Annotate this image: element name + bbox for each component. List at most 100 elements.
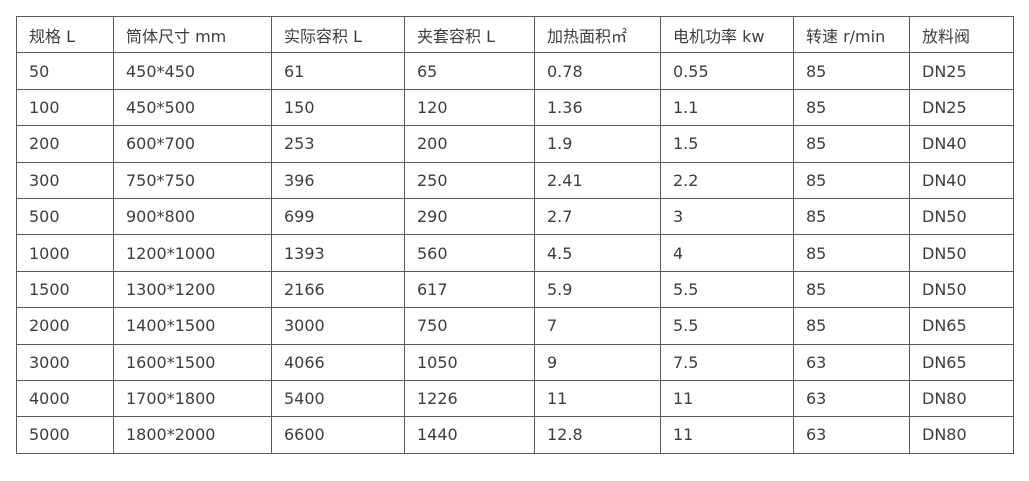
header-cell: 转速 r/min [793,15,910,54]
table-cell: 0.78 [534,52,661,90]
table-cell: 12.8 [534,416,661,454]
table-cell: 560 [404,234,535,272]
table-cell: 1300*1200 [113,270,272,309]
table-row: 50 450*450 61 65 0.78 0.55 85 DN25 [16,52,1014,90]
table-cell: DN25 [909,52,1014,90]
header-row: 规格 L 筒体尺寸 mm 实际容积 L 夹套容积 L 加热面积㎡ 电机功率 kw 转速 r/… [16,15,1014,54]
table-cell: 5000 [16,416,114,454]
table-cell: 1.9 [534,125,661,163]
table-row: 5000 1800*2000 6600 1440 12.8 11 63 DN80 [16,416,1014,454]
table-cell: 500 [16,197,114,236]
table-cell: 6600 [271,416,405,454]
table-cell: 1000 [16,234,114,272]
table-cell: 63 [793,379,910,418]
table-cell: 1.5 [660,125,794,163]
table-cell: 396 [271,161,405,199]
table-cell: 4.5 [534,234,661,272]
table-cell: 11 [660,379,794,418]
table-cell: DN65 [909,307,1014,345]
table-cell: 1800*2000 [113,416,272,454]
header-cell: 加热面积㎡ [534,15,661,54]
table-cell: 63 [793,343,910,381]
table-cell: DN40 [909,161,1014,199]
table-row: 500 900*800 699 290 2.7 3 85 DN50 [16,197,1014,236]
table-cell: 9 [534,343,661,381]
table-cell: DN65 [909,343,1014,381]
table-cell: 11 [534,379,661,418]
table-cell: 63 [793,416,910,454]
table-cell: 290 [404,197,535,236]
table-cell: 100 [16,88,114,127]
table-cell: 1700*1800 [113,379,272,418]
table-cell: DN50 [909,197,1014,236]
table-cell: 5.5 [660,270,794,309]
table-cell: 200 [16,125,114,163]
table-cell: 3000 [16,343,114,381]
table-cell: 85 [793,125,910,163]
table-row: 4000 1700*1800 5400 1226 11 11 63 DN80 [16,379,1014,418]
table-cell: 120 [404,88,535,127]
table-cell: 699 [271,197,405,236]
table-cell: 200 [404,125,535,163]
table-cell: DN50 [909,234,1014,272]
table-cell: 85 [793,197,910,236]
table-cell: 1.1 [660,88,794,127]
table-cell: 2000 [16,307,114,345]
table-cell: 5400 [271,379,405,418]
table-cell: 61 [271,52,405,90]
table-row: 1500 1300*1200 2166 617 5.9 5.5 85 DN50 [16,270,1014,309]
header-cell: 电机功率 kw [660,15,794,54]
table-cell: 1400*1500 [113,307,272,345]
table-cell: 5.5 [660,307,794,345]
header-cell: 规格 L [16,15,114,54]
header-cell: 放料阀 [909,15,1014,54]
table-cell: 2.7 [534,197,661,236]
header-cell: 夹套容积 L [404,15,535,54]
table-cell: 300 [16,161,114,199]
table-cell: 0.55 [660,52,794,90]
table-row: 200 600*700 253 200 1.9 1.5 85 DN40 [16,125,1014,163]
spec-table: 规格 L 筒体尺寸 mm 实际容积 L 夹套容积 L 加热面积㎡ 电机功率 kw 转速 r/… [16,15,1014,454]
table-cell: 7 [534,307,661,345]
table-cell: 617 [404,270,535,309]
table-cell: 4066 [271,343,405,381]
table-cell: 85 [793,161,910,199]
table-cell: 150 [271,88,405,127]
table-cell: 85 [793,52,910,90]
table-cell: 5.9 [534,270,661,309]
table-cell: 900*800 [113,197,272,236]
table-row: 100 450*500 150 120 1.36 1.1 85 DN25 [16,88,1014,127]
table-cell: 600*700 [113,125,272,163]
table-cell: 2.41 [534,161,661,199]
table-cell: 1440 [404,416,535,454]
table-row: 1000 1200*1000 1393 560 4.5 4 85 DN50 [16,234,1014,272]
table-cell: 250 [404,161,535,199]
table-cell: 450*450 [113,52,272,90]
table-cell: 7.5 [660,343,794,381]
table-cell: DN80 [909,379,1014,418]
table-cell: DN80 [909,416,1014,454]
table-cell: 11 [660,416,794,454]
table-row: 300 750*750 396 250 2.41 2.2 85 DN40 [16,161,1014,199]
table-cell: 3000 [271,307,405,345]
table-cell: 750*750 [113,161,272,199]
table-cell: DN40 [909,125,1014,163]
header-cell: 筒体尺寸 mm [113,15,272,54]
table-cell: 1500 [16,270,114,309]
table-cell: 750 [404,307,535,345]
table-cell: 1200*1000 [113,234,272,272]
table-cell: 50 [16,52,114,90]
table-cell: 253 [271,125,405,163]
table-row: 3000 1600*1500 4066 1050 9 7.5 63 DN65 [16,343,1014,381]
table-cell: 4000 [16,379,114,418]
table-cell: 1226 [404,379,535,418]
table-cell: 85 [793,270,910,309]
table-cell: 85 [793,88,910,127]
table-cell: 1393 [271,234,405,272]
table-cell: 2.2 [660,161,794,199]
table-cell: 3 [660,197,794,236]
table-cell: 450*500 [113,88,272,127]
table-cell: 1.36 [534,88,661,127]
table-cell: 1600*1500 [113,343,272,381]
table-cell: 1050 [404,343,535,381]
